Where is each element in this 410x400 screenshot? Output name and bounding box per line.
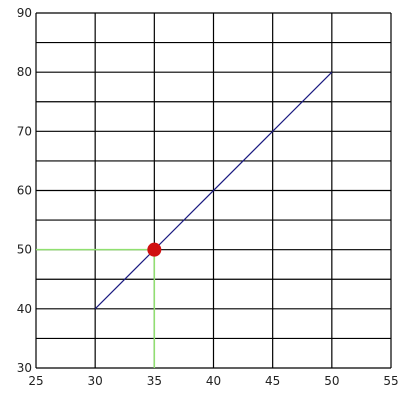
- y-tick-label: 90: [17, 6, 32, 20]
- y-tick-label: 30: [17, 361, 32, 375]
- x-tick-label: 25: [28, 374, 43, 388]
- highlight-point: [147, 242, 162, 257]
- x-tick-label: 55: [383, 374, 398, 388]
- y-tick-label: 50: [17, 243, 32, 257]
- x-tick-label: 30: [88, 374, 103, 388]
- y-tick-label: 40: [17, 302, 32, 316]
- x-tick-label: 45: [265, 374, 280, 388]
- y-tick-label: 60: [17, 184, 32, 198]
- x-tick-label: 50: [324, 374, 339, 388]
- y-tick-label: 80: [17, 65, 32, 79]
- y-tick-label: 70: [17, 124, 32, 138]
- x-tick-label: 40: [206, 374, 221, 388]
- x-tick-label: 35: [147, 374, 162, 388]
- series-line: [94, 71, 333, 310]
